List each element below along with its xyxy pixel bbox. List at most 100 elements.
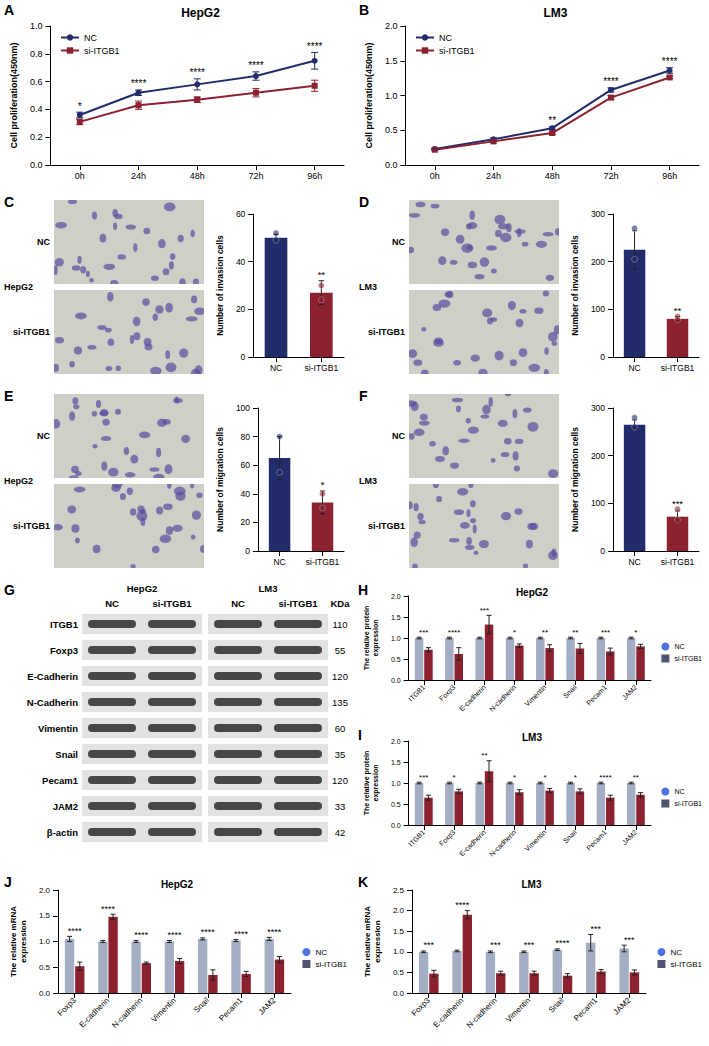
svg-text:****: **** [267, 927, 282, 937]
svg-text:100: 100 [236, 403, 250, 413]
svg-text:72h: 72h [248, 171, 263, 181]
svg-text:35: 35 [335, 749, 346, 760]
svg-text:1.0: 1.0 [391, 780, 401, 787]
svg-text:0.5: 0.5 [393, 968, 405, 977]
svg-text:***: *** [672, 498, 683, 509]
svg-text:48h: 48h [190, 171, 205, 181]
svg-text:The relative protein: The relative protein [363, 606, 371, 671]
svg-text:0h: 0h [430, 171, 440, 181]
svg-text:**: ** [481, 751, 487, 760]
svg-text:****: **** [131, 78, 147, 89]
svg-text:2.0: 2.0 [391, 738, 401, 745]
svg-text:100: 100 [591, 498, 605, 508]
svg-text:40: 40 [241, 489, 251, 499]
svg-text:si-ITGB1: si-ITGB1 [152, 598, 192, 609]
svg-text:Pecam1: Pecam1 [217, 995, 244, 1022]
svg-text:0: 0 [600, 352, 605, 362]
svg-text:2.0: 2.0 [391, 593, 401, 600]
svg-text:N-Cadherin: N-Cadherin [27, 697, 78, 708]
svg-text:HepG2: HepG2 [127, 583, 158, 594]
svg-text:ITGB1: ITGB1 [407, 828, 426, 847]
svg-text:96h: 96h [307, 171, 322, 181]
svg-text:Number of migration cells: Number of migration cells [570, 427, 580, 532]
svg-text:**: ** [548, 115, 556, 126]
svg-text:*: * [634, 628, 637, 637]
svg-text:****: **** [134, 930, 149, 940]
svg-text:HepG2: HepG2 [516, 587, 549, 598]
svg-text:****: **** [189, 67, 205, 78]
svg-text:****: **** [555, 938, 570, 948]
svg-text:0h: 0h [75, 171, 85, 181]
svg-text:120: 120 [332, 671, 348, 682]
svg-text:****: **** [599, 773, 611, 782]
svg-text:Vimentin: Vimentin [38, 723, 78, 734]
svg-text:Snail: Snail [55, 749, 78, 760]
svg-text:The relative mRNA: The relative mRNA [9, 906, 18, 977]
svg-text:***: *** [423, 940, 434, 950]
svg-text:1.5: 1.5 [391, 759, 401, 766]
svg-text:NC: NC [628, 363, 640, 373]
svg-text:Vimentin: Vimentin [504, 996, 532, 1024]
svg-text:*: * [321, 479, 325, 490]
svg-text:****: **** [662, 56, 678, 67]
svg-text:1.5: 1.5 [385, 56, 398, 66]
svg-text:***: *** [480, 606, 489, 615]
svg-text:135: 135 [332, 697, 348, 708]
svg-text:***: *** [419, 773, 428, 782]
svg-text:Cell proliferation(450nm): Cell proliferation(450nm) [364, 42, 374, 148]
svg-text:NC: NC [84, 33, 97, 43]
svg-text:Vimentin: Vimentin [523, 828, 547, 852]
svg-text:200: 200 [591, 257, 605, 267]
svg-text:E-Cadherin: E-Cadherin [27, 671, 78, 682]
svg-text:0.5: 0.5 [391, 801, 401, 808]
svg-text:1.0: 1.0 [39, 937, 51, 946]
svg-text:55: 55 [335, 645, 346, 656]
svg-text:120: 120 [332, 775, 348, 786]
svg-text:1.5: 1.5 [393, 927, 405, 936]
svg-text:300: 300 [591, 209, 605, 219]
svg-text:2.0: 2.0 [385, 21, 398, 31]
svg-text:24h: 24h [131, 171, 146, 181]
svg-text:Foxp3: Foxp3 [438, 828, 457, 847]
svg-text:expression: expression [372, 620, 380, 657]
svg-text:LM3: LM3 [259, 583, 278, 594]
svg-text:48h: 48h [545, 171, 560, 181]
svg-text:**: ** [318, 269, 326, 280]
svg-text:0.0: 0.0 [391, 822, 401, 829]
svg-text:Cell proliferation(450nm): Cell proliferation(450nm) [9, 42, 19, 148]
svg-text:NC: NC [674, 788, 684, 795]
svg-text:****: **** [455, 900, 470, 910]
svg-text:si-ITGB1: si-ITGB1 [439, 46, 475, 56]
svg-text:0.5: 0.5 [39, 963, 51, 972]
svg-text:expression: expression [373, 920, 382, 962]
svg-text:0.0: 0.0 [39, 989, 51, 998]
svg-text:110: 110 [332, 619, 347, 630]
svg-text:Snail: Snail [192, 996, 211, 1015]
svg-text:N-cadherin: N-cadherin [110, 996, 144, 1030]
svg-text:Foxp3: Foxp3 [56, 995, 78, 1017]
svg-text:1.5: 1.5 [39, 911, 51, 920]
svg-text:LM3: LM3 [522, 732, 542, 743]
svg-text:****: **** [168, 930, 183, 940]
svg-text:**: ** [674, 305, 682, 316]
svg-text:72h: 72h [603, 171, 618, 181]
svg-text:**: ** [542, 628, 548, 637]
svg-text:NC: NC [315, 948, 327, 957]
svg-text:The relative protein: The relative protein [363, 751, 371, 816]
svg-text:20: 20 [236, 304, 246, 314]
svg-text:Snail: Snail [562, 828, 578, 844]
svg-text:KDa: KDa [330, 598, 350, 609]
svg-text:E-cadherin: E-cadherin [432, 996, 466, 1030]
svg-text:JAM2: JAM2 [621, 828, 639, 846]
svg-text:Foxp3: Foxp3 [438, 683, 457, 702]
svg-text:2.5: 2.5 [393, 886, 405, 895]
svg-text:JAM2: JAM2 [621, 683, 639, 701]
svg-text:si-ITGB1: si-ITGB1 [670, 960, 702, 969]
svg-text:Number of invasion cells: Number of invasion cells [570, 235, 580, 336]
svg-text:Snail: Snail [547, 996, 566, 1015]
svg-text:si-ITGB1: si-ITGB1 [674, 800, 702, 807]
svg-text:The relative mRNA: The relative mRNA [363, 906, 372, 977]
svg-text:0: 0 [245, 546, 250, 556]
svg-text:**: ** [572, 628, 578, 637]
svg-text:ITGB1: ITGB1 [50, 619, 79, 630]
